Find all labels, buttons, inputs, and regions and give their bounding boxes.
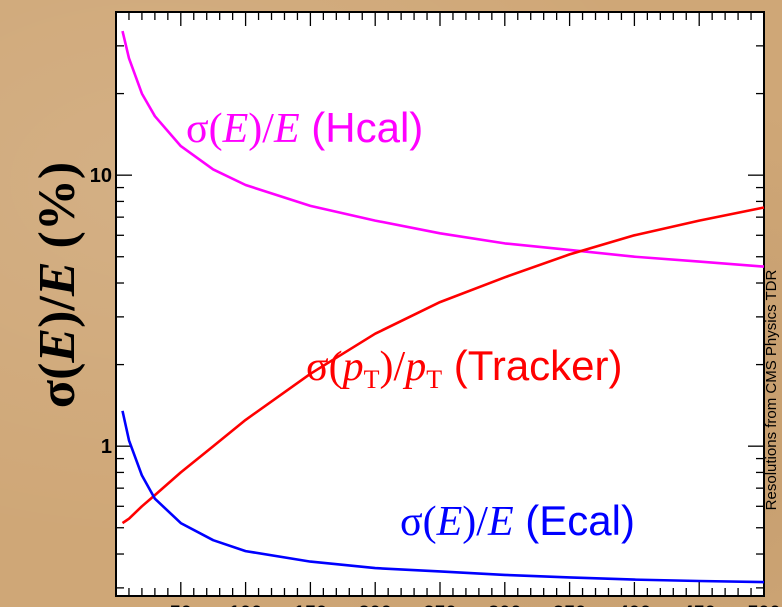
- x-tick-label: 450: [683, 603, 716, 607]
- x-tick-labels: 50 100 150 200 250 300 350 400 450 500: [170, 603, 781, 607]
- series-line-2: [121, 410, 765, 584]
- hcal-annotation: σ(E)/E (Hcal): [186, 104, 423, 152]
- tracker-annotation: σ(pT)/pT (Tracker): [306, 342, 623, 394]
- x-tick-label: 100: [229, 603, 262, 607]
- x-tick-label: 50: [170, 603, 192, 607]
- axis-ticks: [116, 11, 764, 596]
- x-tick-label: 350: [553, 603, 586, 607]
- y-tick-labels: 1 10: [90, 165, 112, 458]
- x-tick-label: 400: [618, 603, 651, 607]
- x-tick-label: 250: [423, 603, 456, 607]
- series-lines: [121, 30, 765, 584]
- y-tick-label: 10: [90, 165, 112, 187]
- x-tick-label: 200: [359, 603, 392, 607]
- series-line-0: [121, 30, 765, 268]
- ecal-annotation: σ(E)/E (Ecal): [400, 497, 635, 545]
- y-tick-label: 1: [101, 436, 112, 458]
- y-axis-label: σ(E)/E (%): [29, 162, 86, 408]
- series-line-1: [121, 206, 765, 525]
- x-tick-label: 300: [488, 603, 521, 607]
- x-tick-label: 150: [294, 603, 327, 607]
- x-tick-label: 500: [747, 603, 780, 607]
- plot-area: [115, 11, 765, 597]
- source-note: Resolutions from CMS Physics TDR: [763, 270, 780, 511]
